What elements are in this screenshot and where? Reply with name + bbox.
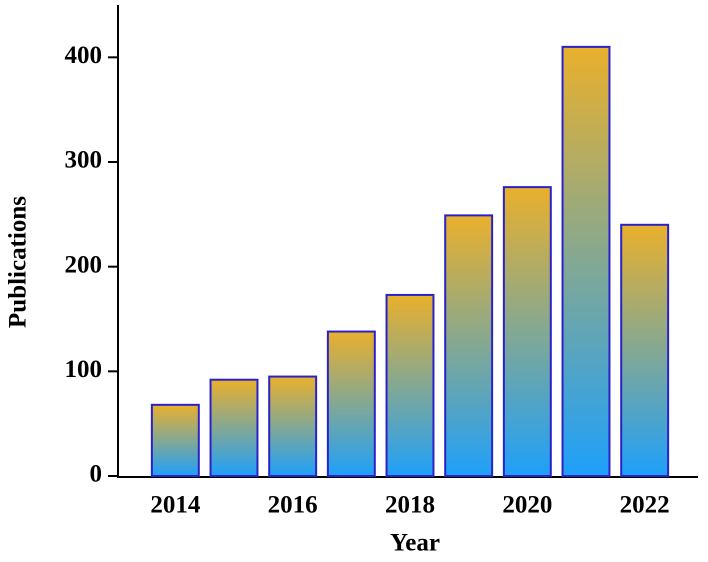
bar — [326, 330, 376, 477]
x-tick-label: 2018 — [385, 492, 435, 519]
bar — [150, 403, 200, 477]
x-tick-label: 2014 — [150, 492, 201, 519]
bar — [209, 378, 259, 477]
x-axis-label: Year — [390, 530, 440, 557]
bar — [502, 186, 552, 477]
y-tick-label: 100 — [65, 356, 103, 383]
bar — [620, 223, 670, 477]
x-tick-label: 2020 — [502, 492, 552, 519]
bar — [385, 293, 435, 477]
y-axis-label: Publications — [5, 196, 32, 328]
bar — [561, 45, 611, 477]
x-tick-label: 2016 — [268, 492, 318, 519]
bar — [268, 375, 318, 478]
y-tick-label: 0 — [90, 461, 103, 488]
y-tick-label: 300 — [65, 147, 103, 174]
x-tick-label: 2022 — [620, 492, 670, 519]
bar — [444, 214, 494, 477]
y-tick-label: 200 — [65, 251, 103, 278]
y-tick-label: 400 — [65, 42, 103, 69]
